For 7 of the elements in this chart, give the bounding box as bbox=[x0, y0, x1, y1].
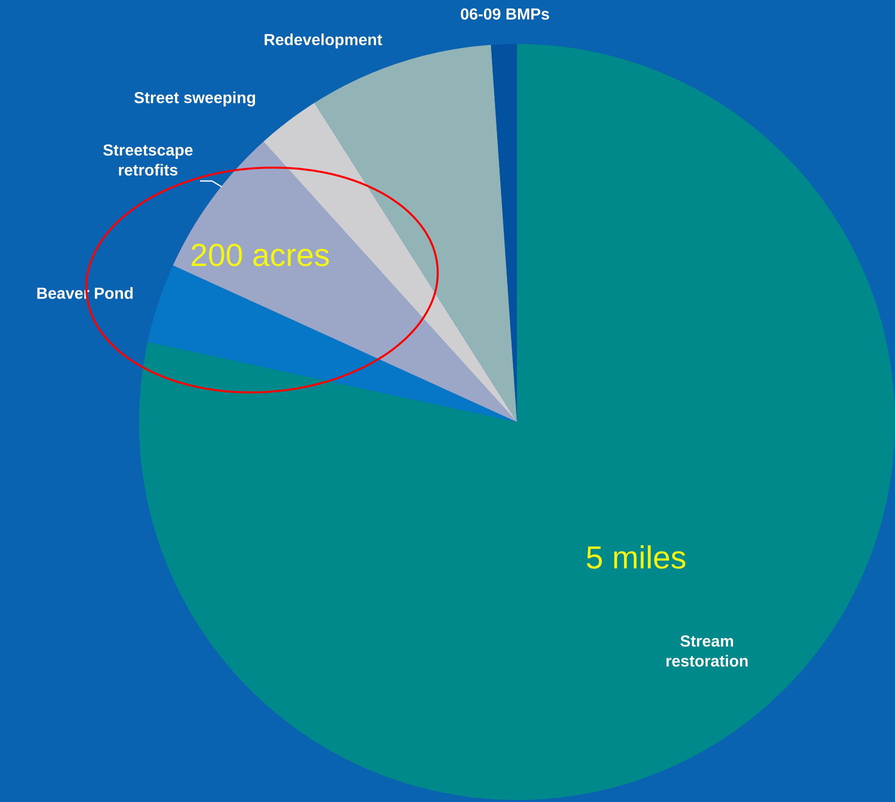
slice-label: Street sweeping bbox=[134, 92, 256, 106]
slice-label: Redevelopment bbox=[264, 34, 382, 48]
slice-label: Streetscape retrofits bbox=[103, 144, 193, 176]
text: 200 acres bbox=[192, 244, 329, 266]
slice-label: Stream restoration bbox=[666, 635, 748, 667]
slice-label: 06-09 BMPs bbox=[460, 8, 550, 20]
text: 5 miles bbox=[586, 545, 686, 569]
